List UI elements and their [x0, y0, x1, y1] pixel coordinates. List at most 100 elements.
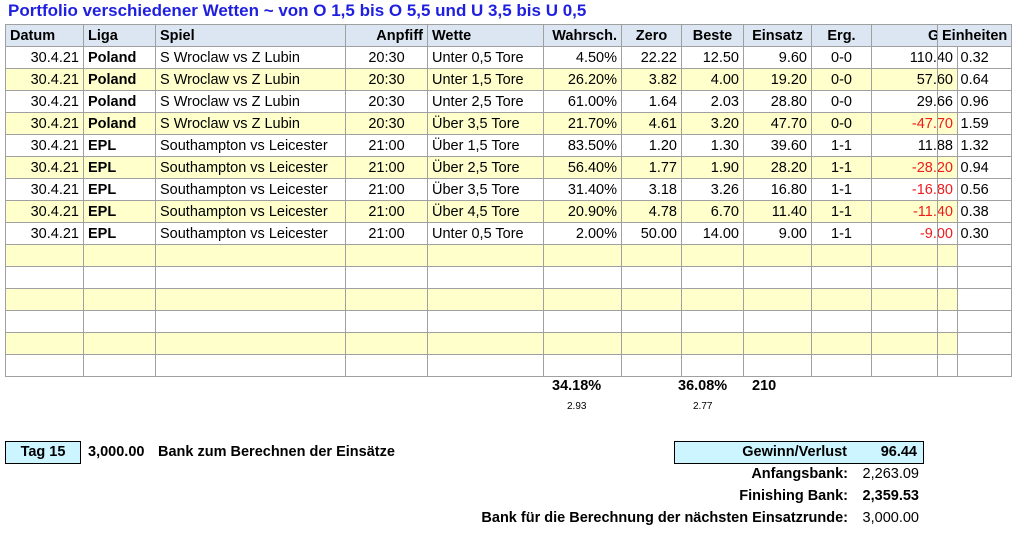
cell-datum[interactable]: 30.4.21: [5, 68, 84, 91]
empty-cell[interactable]: [936, 354, 1013, 377]
empty-cell[interactable]: [681, 354, 744, 377]
cell-beste[interactable]: 1.90: [681, 156, 744, 179]
cell-zero[interactable]: 50.00: [621, 222, 682, 245]
empty-cell[interactable]: [681, 310, 744, 333]
empty-cell[interactable]: [83, 310, 156, 333]
empty-cell[interactable]: [743, 288, 812, 311]
cell-datum[interactable]: 30.4.21: [5, 112, 84, 135]
empty-cell[interactable]: [681, 244, 744, 267]
empty-cell[interactable]: [427, 332, 544, 355]
empty-cell[interactable]: [743, 244, 812, 267]
empty-cell[interactable]: [155, 332, 346, 355]
cell-wahrsch[interactable]: 26.20%: [543, 68, 622, 91]
cell-zero[interactable]: 1.77: [621, 156, 682, 179]
empty-cell[interactable]: [5, 332, 84, 355]
empty-cell[interactable]: [811, 266, 872, 289]
empty-cell[interactable]: [743, 266, 812, 289]
cell-erg[interactable]: 1-1: [811, 222, 872, 245]
cell-wette[interactable]: Unter 0,5 Tore: [427, 46, 544, 69]
cell-spiel[interactable]: Southampton vs Leicester: [155, 222, 346, 245]
cell-zero[interactable]: 1.20: [621, 134, 682, 157]
cell-einheiten[interactable]: 0.38: [936, 200, 1013, 223]
cell-wette[interactable]: Über 3,5 Tore: [427, 112, 544, 135]
cell-einsatz[interactable]: 19.20: [743, 68, 812, 91]
empty-cell[interactable]: [743, 354, 812, 377]
empty-cell[interactable]: [345, 288, 428, 311]
empty-cell[interactable]: [621, 354, 682, 377]
cell-einsatz[interactable]: 28.80: [743, 90, 812, 113]
cell-beste[interactable]: 12.50: [681, 46, 744, 69]
empty-cell[interactable]: [811, 288, 872, 311]
cell-einsatz[interactable]: 39.60: [743, 134, 812, 157]
empty-cell[interactable]: [621, 332, 682, 355]
empty-cell[interactable]: [345, 266, 428, 289]
cell-erg[interactable]: 1-1: [811, 156, 872, 179]
cell-wahrsch[interactable]: 31.40%: [543, 178, 622, 201]
cell-einheiten[interactable]: 0.64: [936, 68, 1013, 91]
cell-erg[interactable]: 0-0: [811, 90, 872, 113]
cell-anpfiff[interactable]: 21:00: [345, 134, 428, 157]
cell-spiel[interactable]: S Wroclaw vs Z Lubin: [155, 68, 346, 91]
cell-einsatz[interactable]: 9.60: [743, 46, 812, 69]
cell-liga[interactable]: EPL: [83, 156, 156, 179]
empty-cell[interactable]: [83, 288, 156, 311]
cell-einheiten[interactable]: 0.56: [936, 178, 1013, 201]
cell-anpfiff[interactable]: 21:00: [345, 178, 428, 201]
cell-einheiten[interactable]: 1.59: [936, 112, 1013, 135]
empty-cell[interactable]: [936, 244, 1013, 267]
cell-liga[interactable]: EPL: [83, 200, 156, 223]
empty-cell[interactable]: [83, 266, 156, 289]
cell-wette[interactable]: Unter 2,5 Tore: [427, 90, 544, 113]
cell-einsatz[interactable]: 9.00: [743, 222, 812, 245]
cell-wahrsch[interactable]: 21.70%: [543, 112, 622, 135]
cell-zero[interactable]: 3.18: [621, 178, 682, 201]
empty-cell[interactable]: [427, 244, 544, 267]
cell-spiel[interactable]: Southampton vs Leicester: [155, 178, 346, 201]
empty-cell[interactable]: [155, 310, 346, 333]
empty-cell[interactable]: [345, 354, 428, 377]
cell-datum[interactable]: 30.4.21: [5, 222, 84, 245]
empty-cell[interactable]: [345, 244, 428, 267]
cell-beste[interactable]: 4.00: [681, 68, 744, 91]
empty-cell[interactable]: [621, 244, 682, 267]
header-wette[interactable]: Wette: [427, 24, 544, 47]
cell-einheiten[interactable]: 0.30: [936, 222, 1013, 245]
cell-anpfiff[interactable]: 21:00: [345, 222, 428, 245]
empty-cell[interactable]: [5, 354, 84, 377]
empty-cell[interactable]: [5, 244, 84, 267]
empty-cell[interactable]: [743, 332, 812, 355]
cell-datum[interactable]: 30.4.21: [5, 90, 84, 113]
cell-spiel[interactable]: Southampton vs Leicester: [155, 134, 346, 157]
cell-anpfiff[interactable]: 20:30: [345, 68, 428, 91]
cell-datum[interactable]: 30.4.21: [5, 46, 84, 69]
empty-cell[interactable]: [681, 332, 744, 355]
cell-einheiten[interactable]: 0.32: [936, 46, 1013, 69]
empty-cell[interactable]: [936, 288, 1013, 311]
cell-liga[interactable]: Poland: [83, 90, 156, 113]
empty-cell[interactable]: [681, 288, 744, 311]
empty-cell[interactable]: [543, 354, 622, 377]
cell-anpfiff[interactable]: 20:30: [345, 112, 428, 135]
cell-einheiten[interactable]: 0.96: [936, 90, 1013, 113]
empty-cell[interactable]: [621, 266, 682, 289]
cell-einheiten[interactable]: 1.32: [936, 134, 1013, 157]
cell-beste[interactable]: 3.26: [681, 178, 744, 201]
cell-beste[interactable]: 14.00: [681, 222, 744, 245]
empty-cell[interactable]: [936, 266, 1013, 289]
empty-cell[interactable]: [83, 244, 156, 267]
cell-einsatz[interactable]: 47.70: [743, 112, 812, 135]
empty-cell[interactable]: [5, 288, 84, 311]
cell-einsatz[interactable]: 28.20: [743, 156, 812, 179]
empty-cell[interactable]: [871, 332, 958, 355]
empty-cell[interactable]: [5, 310, 84, 333]
cell-anpfiff[interactable]: 21:00: [345, 156, 428, 179]
cell-spiel[interactable]: Southampton vs Leicester: [155, 156, 346, 179]
cell-liga[interactable]: Poland: [83, 46, 156, 69]
empty-cell[interactable]: [155, 244, 346, 267]
cell-einsatz[interactable]: 11.40: [743, 200, 812, 223]
cell-liga[interactable]: EPL: [83, 178, 156, 201]
cell-wette[interactable]: Über 2,5 Tore: [427, 156, 544, 179]
empty-cell[interactable]: [155, 288, 346, 311]
cell-wette[interactable]: Über 4,5 Tore: [427, 200, 544, 223]
empty-cell[interactable]: [427, 266, 544, 289]
